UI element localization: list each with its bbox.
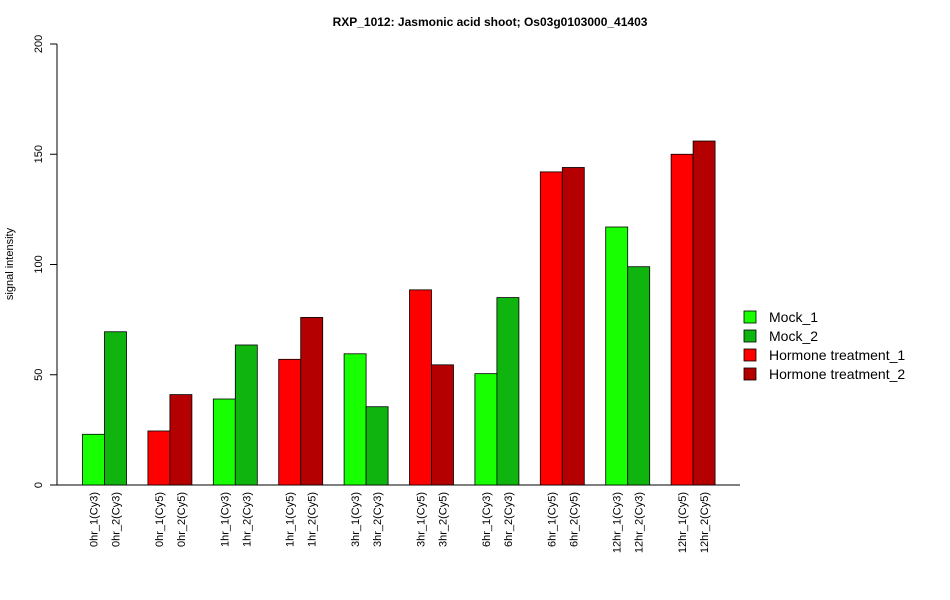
bar	[365, 406, 389, 486]
y-axis-label: signal intensity	[4, 227, 16, 300]
bar	[561, 167, 585, 486]
bar	[496, 297, 520, 486]
bar	[431, 364, 454, 486]
x-tick-label: 3hr_1(Cy5)	[416, 492, 428, 547]
bar	[278, 358, 302, 486]
legend-label: Mock_1	[769, 309, 818, 325]
chart-title: RXP_1012: Jasmonic acid shoot; Os03g0103…	[333, 15, 648, 29]
x-tick-label: 3hr_2(Cy3)	[372, 492, 384, 547]
x-tick-label: 6hr_2(Cy5)	[568, 492, 580, 547]
bar	[539, 171, 563, 486]
x-tick-label: 1hr_1(Cy5)	[285, 492, 297, 547]
x-tick-label: 6hr_2(Cy3)	[503, 492, 515, 547]
bar	[169, 394, 193, 486]
x-tick-label: 12hr_2(Cy3)	[634, 492, 646, 553]
x-tick-label: 0hr_1(Cy3)	[89, 492, 101, 547]
legend-item: Hormone treatment_1	[743, 347, 905, 363]
bar	[212, 398, 236, 486]
x-tick-label: 12hr_1(Cy3)	[612, 492, 624, 553]
bar	[147, 430, 171, 486]
x-tick-label: 0hr_2(Cy3)	[111, 492, 123, 547]
y-tick-label: 200	[33, 35, 45, 53]
legend: Mock_1 Mock_2 Hormone treatment_1 Hormone t…	[743, 309, 905, 382]
y-axis: 0 50 100 150 200	[33, 35, 58, 488]
bar	[670, 153, 694, 486]
bar	[343, 353, 367, 486]
bar	[104, 331, 127, 486]
bar	[82, 433, 105, 486]
legend-swatch	[743, 348, 757, 362]
legend-label: Hormone treatment_1	[769, 347, 905, 363]
bar	[409, 289, 432, 486]
x-tick-label: 12hr_2(Cy5)	[699, 492, 711, 553]
x-tick-labels: 0hr_1(Cy3) 0hr_2(Cy3) 0hr_1(Cy5) 0hr_2(Cy5)…	[89, 492, 712, 553]
bar	[627, 266, 651, 486]
x-tick-label: 1hr_2(Cy5)	[307, 492, 319, 547]
bars	[82, 140, 716, 486]
legend-label: Mock_2	[769, 328, 818, 344]
y-tick-label: 50	[33, 369, 45, 381]
legend-swatch	[743, 310, 757, 324]
x-tick-label: 3hr_2(Cy5)	[438, 492, 450, 547]
y-tick-label: 100	[33, 255, 45, 273]
y-tick-label: 150	[33, 145, 45, 163]
legend-label: Hormone treatment_2	[769, 366, 905, 382]
legend-swatch	[743, 329, 757, 343]
bar	[605, 226, 629, 486]
y-tick-label: 0	[33, 482, 45, 488]
legend-item: Mock_2	[743, 328, 818, 344]
legend-item: Mock_1	[743, 309, 818, 325]
x-tick-label: 0hr_1(Cy5)	[154, 492, 166, 547]
x-tick-label: 0hr_2(Cy5)	[176, 492, 188, 547]
x-tick-label: 6hr_1(Cy5)	[546, 492, 558, 547]
legend-item: Hormone treatment_2	[743, 366, 905, 382]
x-tick-label: 6hr_1(Cy3)	[481, 492, 493, 547]
x-tick-label: 3hr_1(Cy3)	[350, 492, 362, 547]
x-tick-label: 12hr_1(Cy5)	[677, 492, 689, 553]
bar	[474, 373, 498, 486]
x-tick-label: 1hr_1(Cy3)	[219, 492, 231, 547]
legend-swatch	[743, 367, 757, 381]
bar	[234, 344, 258, 486]
bar	[692, 140, 716, 486]
bar	[300, 317, 324, 486]
x-tick-label: 1hr_2(Cy3)	[241, 492, 253, 547]
